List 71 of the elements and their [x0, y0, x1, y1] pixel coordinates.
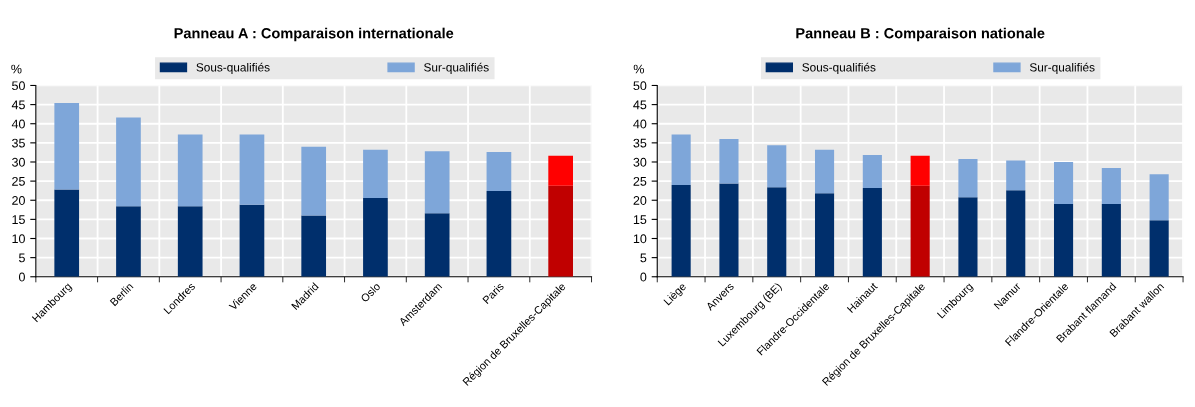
bar [363, 149, 388, 198]
y-axis-title: % [11, 64, 22, 74]
bar [671, 134, 691, 185]
bar [363, 197, 388, 277]
bar [301, 215, 327, 277]
y-tick-label: 0 [640, 272, 647, 282]
bar [424, 213, 450, 277]
bar [1006, 160, 1026, 191]
y-tick-label: 20 [12, 196, 25, 205]
bar [239, 204, 265, 277]
y-tick-label: 45 [633, 100, 647, 110]
bar [910, 185, 930, 277]
bar [486, 152, 512, 192]
legend-label: Sur-qualifiés [1029, 62, 1095, 74]
bar [54, 189, 80, 277]
bar [116, 117, 141, 207]
bar [1149, 174, 1169, 221]
bar [548, 155, 573, 186]
y-tick-label: 40 [11, 119, 25, 129]
bar [719, 139, 739, 184]
bar [177, 134, 203, 207]
bar [719, 183, 739, 277]
y-tick-label: 25 [12, 176, 25, 186]
y-tick-label: 10 [12, 234, 25, 244]
y-tick-label: 40 [633, 119, 647, 129]
y-tick-label: 5 [18, 253, 25, 263]
y-tick-label: 30 [633, 157, 647, 167]
chart-title: Panneau B : Comparaison nationale [796, 27, 1045, 42]
x-tick-label: Oslo [360, 281, 381, 303]
bar [486, 191, 512, 277]
y-tick-label: 45 [11, 100, 25, 110]
bar [1053, 204, 1074, 277]
chart-title: Panneau A : Comparaison internationale [174, 27, 454, 42]
bar [814, 149, 835, 194]
bar [814, 193, 835, 277]
bar [1053, 161, 1074, 205]
bar [177, 206, 203, 277]
bar [548, 185, 573, 277]
y-tick-label: 35 [633, 138, 647, 148]
y-tick-label: 50 [12, 81, 25, 91]
y-tick-label: 20 [633, 196, 647, 205]
bar [1006, 190, 1026, 277]
bar [862, 188, 882, 277]
bar [958, 158, 978, 198]
bar [910, 155, 930, 186]
bar [54, 103, 80, 190]
bar [958, 197, 978, 277]
y-tick-label: 25 [633, 176, 647, 186]
bar [767, 187, 787, 277]
legend-label: Sous-qualifiés [196, 62, 270, 74]
y-tick-label: 10 [633, 234, 647, 244]
y-tick-label: 35 [12, 138, 25, 148]
bar [424, 151, 450, 214]
bar [1149, 220, 1169, 277]
y-tick-label: 15 [633, 215, 647, 225]
bar [1101, 204, 1121, 277]
bar [116, 206, 141, 277]
bar [862, 155, 882, 188]
y-tick-label: 5 [640, 253, 647, 263]
y-tick-label: 30 [12, 157, 25, 167]
bar [671, 184, 691, 277]
bar [239, 134, 265, 205]
bar [1101, 168, 1121, 205]
bar [767, 145, 787, 188]
y-tick-label: 0 [18, 272, 25, 282]
y-axis-title: % [633, 64, 644, 74]
y-tick-label: 50 [633, 81, 647, 91]
bar [301, 146, 327, 216]
y-tick-label: 15 [12, 215, 25, 225]
legend-label: Sur-qualifiés [424, 62, 489, 74]
legend-label: Sous-qualifiés [802, 62, 876, 74]
